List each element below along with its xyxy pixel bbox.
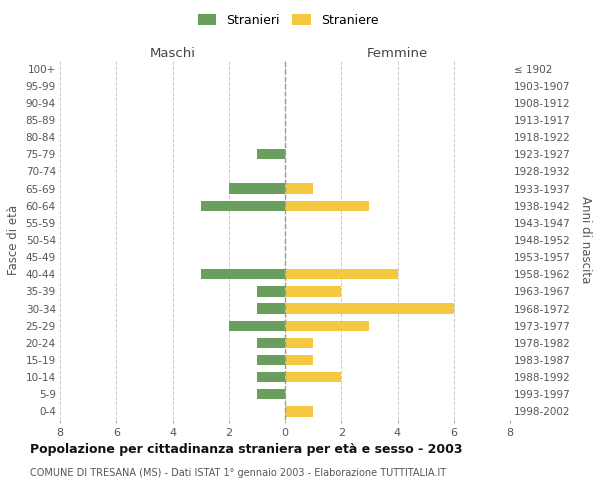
Bar xyxy=(285,200,370,211)
Bar xyxy=(257,372,285,382)
Y-axis label: Fasce di età: Fasce di età xyxy=(7,205,20,275)
Bar xyxy=(257,304,285,314)
Bar xyxy=(257,286,285,296)
Text: Maschi: Maschi xyxy=(149,47,196,60)
Text: COMUNE DI TRESANA (MS) - Dati ISTAT 1° gennaio 2003 - Elaborazione TUTTITALIA.IT: COMUNE DI TRESANA (MS) - Dati ISTAT 1° g… xyxy=(30,468,446,477)
Bar xyxy=(285,355,313,365)
Bar xyxy=(285,304,454,314)
Bar xyxy=(285,184,313,194)
Y-axis label: Anni di nascita: Anni di nascita xyxy=(579,196,592,284)
Bar xyxy=(285,286,341,296)
Bar xyxy=(229,184,285,194)
Bar xyxy=(200,200,285,211)
Bar xyxy=(200,269,285,280)
Bar xyxy=(285,320,370,331)
Bar xyxy=(285,338,313,348)
Bar xyxy=(257,389,285,400)
Text: Popolazione per cittadinanza straniera per età e sesso - 2003: Popolazione per cittadinanza straniera p… xyxy=(30,442,463,456)
Legend: Stranieri, Straniere: Stranieri, Straniere xyxy=(193,8,383,32)
Bar xyxy=(285,406,313,416)
Bar xyxy=(229,320,285,331)
Bar xyxy=(257,149,285,160)
Bar xyxy=(257,338,285,348)
Bar xyxy=(285,269,398,280)
Text: Femmine: Femmine xyxy=(367,47,428,60)
Bar xyxy=(285,372,341,382)
Bar xyxy=(257,355,285,365)
